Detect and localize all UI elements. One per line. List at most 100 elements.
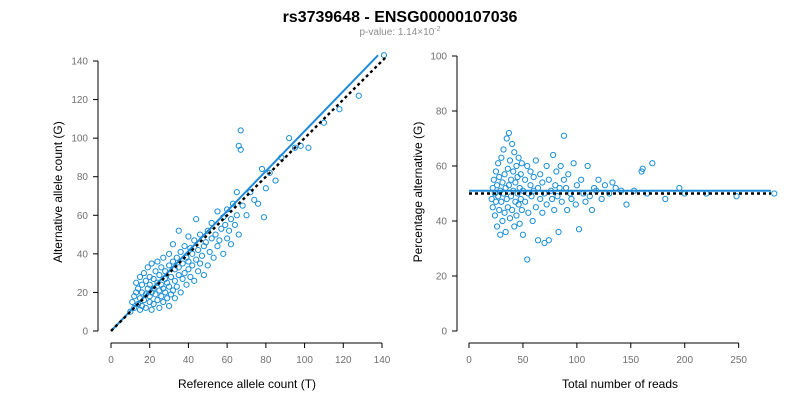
left-y-tick-label: 60 — [77, 211, 89, 222]
chart-title: rs3739648 - ENSG00000107036 — [283, 9, 518, 26]
right-data-point — [489, 204, 496, 211]
right-data-point — [552, 182, 559, 189]
left-data-point — [218, 225, 225, 232]
left-data-point — [380, 52, 388, 59]
left-data-point — [255, 200, 262, 207]
left-data-point — [191, 237, 198, 244]
right-plot-marks — [469, 129, 778, 263]
left-x-tick-label: 100 — [296, 355, 313, 366]
right-data-point — [496, 206, 503, 214]
right-axes: 0 50 100 150 200 250 0 20 40 60 80 100 — [430, 52, 747, 367]
right-data-point — [557, 162, 564, 170]
right-data-point — [501, 209, 508, 216]
left-data-point — [173, 254, 180, 261]
left-data-point — [181, 270, 188, 277]
right-data-point — [527, 182, 534, 189]
left-data-point — [165, 302, 173, 310]
right-data-point — [519, 231, 527, 238]
right-data-point — [500, 146, 507, 153]
left-x-tick-label: 80 — [260, 355, 272, 366]
left-reference-line — [110, 56, 387, 332]
left-data-point — [167, 273, 175, 281]
pvalue-exponent: -2 — [434, 26, 440, 33]
right-data-point — [498, 154, 505, 161]
right-data-point — [588, 206, 596, 214]
left-data-point — [165, 250, 173, 257]
right-data-point — [493, 223, 501, 230]
left-data-point — [152, 268, 159, 275]
right-data-point — [524, 256, 531, 263]
left-data-point — [305, 144, 312, 151]
left-data-point — [243, 212, 250, 219]
right-data-point — [555, 228, 562, 236]
right-data-point — [539, 179, 546, 186]
left-y-tick-label: 140 — [71, 57, 88, 68]
right-data-point — [638, 168, 645, 175]
right-data-point — [517, 171, 524, 178]
pvalue-label: p-value: 1.14×10 — [359, 27, 434, 38]
left-data-point — [185, 266, 192, 273]
left-data-point — [181, 243, 188, 250]
right-data-point — [499, 217, 506, 225]
right-data-point — [733, 193, 740, 200]
left-data-point — [183, 281, 190, 288]
left-data-point — [210, 254, 217, 261]
left-data-point — [154, 297, 161, 304]
left-data-point — [156, 304, 163, 311]
left-data-point — [175, 271, 182, 279]
left-data-point — [258, 165, 266, 173]
left-data-point — [196, 260, 204, 267]
right-data-point — [537, 171, 544, 178]
right-data-point — [539, 209, 546, 216]
left-data-point — [193, 256, 200, 263]
left-data-point — [146, 281, 153, 288]
left-data-point — [142, 277, 149, 284]
left-data-point — [336, 106, 343, 113]
left-y-tick-label: 40 — [77, 249, 89, 260]
right-data-point — [543, 162, 550, 170]
right-data-point — [532, 204, 539, 211]
left-data-point — [189, 250, 196, 257]
right-data-point — [495, 160, 502, 167]
left-data-point — [262, 185, 269, 192]
right-data-point — [512, 179, 519, 186]
right-y-tick-label: 60 — [436, 162, 448, 173]
left-data-point — [160, 298, 167, 306]
right-data-point — [515, 154, 522, 161]
right-data-point — [524, 162, 531, 170]
right-data-point — [541, 239, 548, 247]
left-data-point — [171, 277, 178, 284]
right-data-point — [515, 201, 522, 208]
left-data-point — [179, 275, 186, 283]
left-data-point — [251, 196, 258, 203]
right-data-point — [527, 168, 534, 175]
right-data-point — [510, 168, 517, 175]
left-data-point — [187, 273, 194, 281]
right-data-point — [532, 157, 539, 164]
left-data-point — [131, 304, 138, 311]
right-data-point — [553, 168, 560, 175]
right-data-point — [517, 195, 524, 203]
left-data-point — [162, 289, 169, 296]
right-data-point — [506, 157, 514, 164]
left-data-point — [156, 271, 163, 279]
right-data-point — [554, 193, 561, 200]
left-data-point — [185, 233, 192, 240]
right-data-point — [511, 223, 518, 230]
left-x-tick-label: 140 — [374, 355, 391, 366]
right-data-point — [530, 173, 537, 181]
left-data-point — [195, 246, 202, 254]
right-data-point — [623, 201, 630, 208]
left-y-axis-label: Alternative allele count (G) — [51, 121, 65, 262]
right-data-point — [509, 140, 516, 148]
left-data-point — [206, 248, 213, 256]
left-data-point — [129, 298, 136, 306]
left-data-point — [148, 260, 155, 267]
left-data-point — [154, 258, 161, 265]
left-x-axis-label: Reference allele count (T) — [178, 377, 316, 391]
right-data-point — [497, 231, 504, 238]
right-data-point — [565, 171, 572, 178]
left-x-tick-label: 40 — [183, 355, 195, 366]
left-data-point — [193, 216, 200, 223]
right-data-point — [545, 176, 552, 183]
